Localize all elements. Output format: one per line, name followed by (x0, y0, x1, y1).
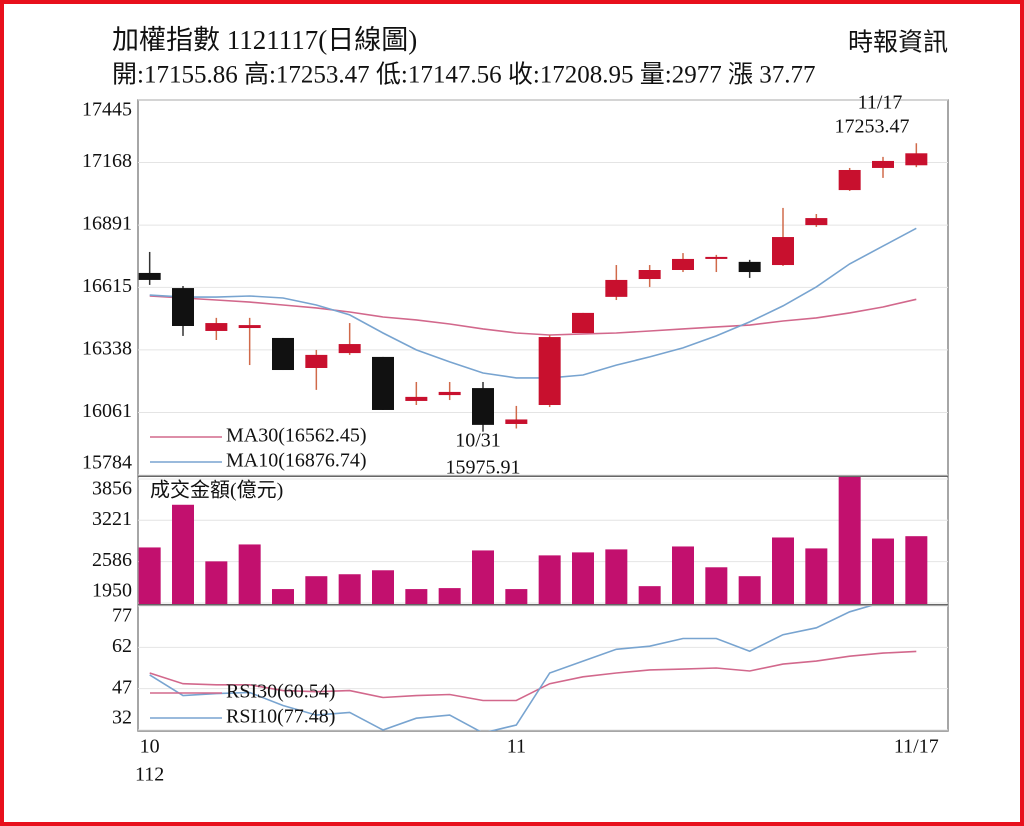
panel-title: 成交金額(億元) (150, 479, 283, 502)
candle-body (272, 337, 294, 371)
candle-body (438, 391, 461, 396)
candle-body (872, 160, 894, 168)
bar (238, 544, 261, 604)
candle-body (705, 256, 728, 259)
candle-body (838, 169, 861, 191)
legend-label: RSI30(60.54) (226, 681, 335, 703)
candle-body (238, 325, 261, 329)
x-year-label: 112 (135, 764, 164, 786)
candle-body (738, 261, 761, 273)
bar (305, 576, 328, 604)
series-group (149, 606, 917, 731)
bar (738, 576, 761, 604)
candle-body (572, 312, 594, 333)
bar (638, 586, 661, 604)
bar (905, 536, 928, 604)
bar (605, 549, 628, 604)
y-tick-label: 2586 (92, 549, 132, 571)
bar (405, 589, 428, 604)
bar (672, 546, 694, 604)
y-tick-label: 16615 (82, 275, 132, 297)
y-tick-label: 1950 (92, 580, 132, 602)
bar (572, 552, 594, 604)
candle-body (638, 270, 661, 280)
candle-body (505, 419, 528, 424)
bar (338, 574, 361, 604)
candle-body (472, 388, 494, 425)
bar (705, 567, 728, 604)
bar (872, 538, 894, 604)
candle-body (172, 288, 194, 326)
x-tick-label: 11/17 (894, 736, 939, 758)
bar (205, 561, 228, 604)
candle-body (205, 323, 228, 331)
line-series (149, 227, 917, 379)
candle-body (372, 356, 394, 410)
candle-body (305, 354, 328, 368)
candle-body (772, 237, 794, 266)
y-tick-label: 16338 (82, 338, 132, 360)
bar (472, 550, 494, 604)
y-tick-label: 77 (112, 605, 132, 627)
annotation: 17253.47 (835, 116, 910, 138)
y-tick-label: 16061 (82, 400, 132, 422)
y-tick-label: 32 (112, 707, 132, 729)
candle-body (538, 337, 561, 406)
annotation: 10/31 (455, 430, 501, 452)
candle-body (405, 396, 428, 401)
bar-group (138, 477, 928, 604)
x-tick-label: 11 (507, 736, 526, 758)
bar (805, 548, 828, 604)
line-series (149, 606, 873, 731)
chart-title: 加權指數 1121117(日線圖) (112, 25, 417, 55)
y-tick-label: 3221 (92, 508, 132, 530)
bar (372, 570, 394, 604)
line-series (149, 295, 917, 336)
bar (538, 555, 561, 604)
legend-label: RSI10(77.48) (226, 706, 335, 728)
annotation: 15975.91 (446, 457, 521, 479)
candle-body (605, 279, 628, 297)
candle-body (138, 272, 161, 280)
candle-body (805, 218, 828, 226)
y-tick-label: 16891 (82, 213, 132, 235)
bar (272, 589, 294, 604)
candle-body (338, 344, 361, 354)
legend-label: MA10(16876.74) (226, 450, 367, 472)
line-series (149, 650, 917, 702)
bar (772, 537, 794, 604)
bar (838, 477, 861, 604)
annotation: 11/17 (858, 92, 903, 114)
bar (138, 547, 161, 604)
y-tick-label: 17168 (82, 150, 132, 172)
legend-label: MA30(16562.45) (226, 425, 367, 447)
y-tick-label: 47 (112, 676, 132, 698)
x-tick-label: 10 (140, 736, 160, 758)
bar (438, 588, 461, 604)
candle-body (905, 153, 928, 166)
source: 時報資訊 (848, 29, 948, 57)
candle-body (672, 258, 694, 271)
bar (172, 504, 194, 604)
y-tick-label: 3856 (92, 478, 132, 500)
summary: 開:17155.86 高:17253.47 低:17147.56 收:17208… (112, 61, 815, 89)
bar (505, 589, 528, 604)
y-tick-label: 17445 (82, 99, 132, 121)
y-tick-label: 15784 (82, 452, 132, 474)
y-tick-label: 62 (112, 635, 132, 657)
